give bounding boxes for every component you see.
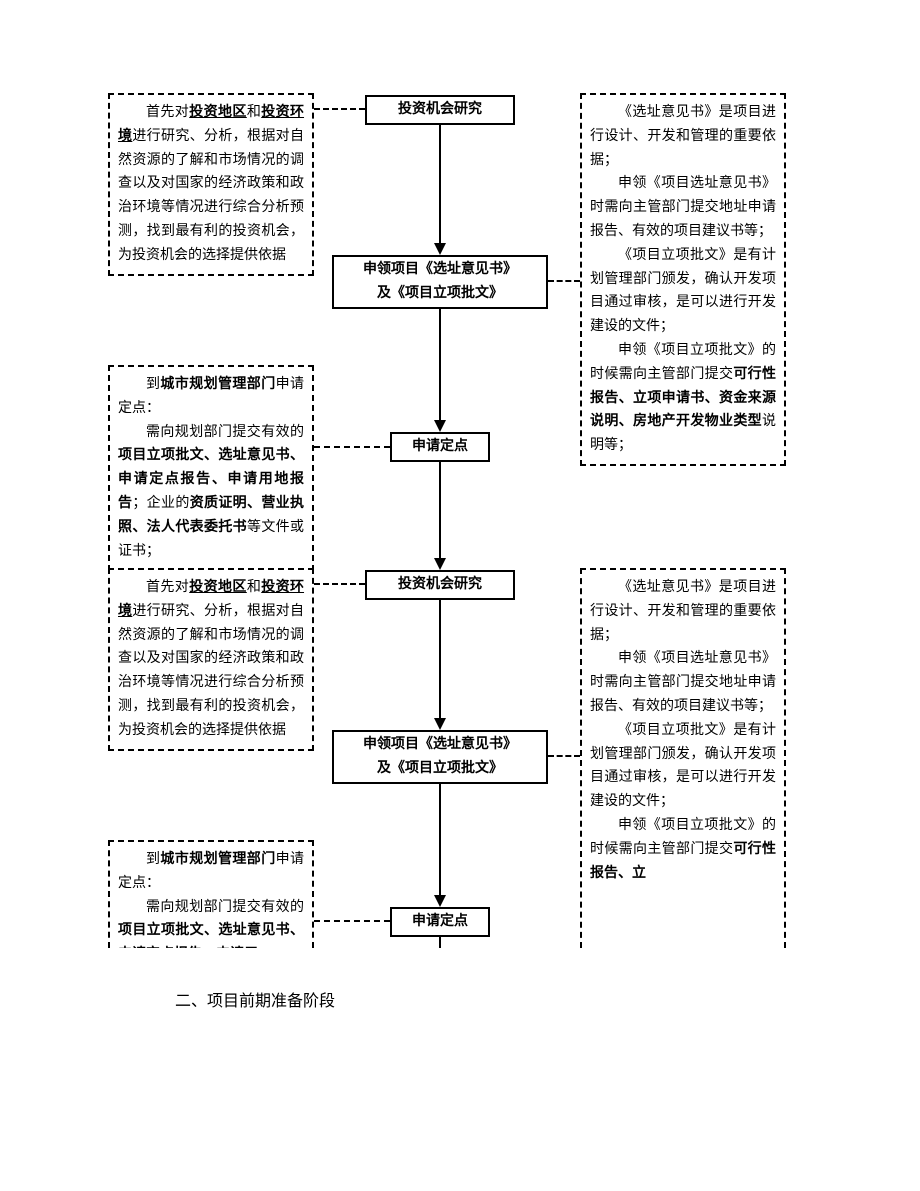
t: 项目立项批文、选址意见书、申请定点报告、申请用 [118,923,304,948]
arrow-5-6 [439,784,441,895]
arrow-head-3-4 [434,558,446,570]
arrow-head-5-6 [434,895,446,907]
t: 进行研究、分析，根据对自然资源的了解和市场情况的调查以及对国家的经济政策和政治环… [118,604,304,738]
t: 进行研究、分析，根据对自然资源的了解和市场情况的调查以及对国家的经济政策和政治环… [118,129,304,263]
t: 《选址意见书》是项目进行设计、开发和管理的重要依据； [590,576,776,647]
t: ；企业的 [132,496,189,511]
t: 首先对 [146,105,189,120]
t: 《项目立项批文》是有计划管理部门颁发，确认开发项目通过审核，是可以进行开发建设的… [590,244,776,339]
section-caption: 二、项目前期准备阶段 [175,988,335,1015]
t: 首先对 [146,580,189,595]
sidebox-left-4: 到城市规划管理部门申请定点： 需向规划部门提交有效的项目立项批文、选址意见书、申… [108,840,314,948]
dash-s1-n1 [314,108,365,110]
arrow-head-4-5 [434,718,446,730]
arrow-head-1-2 [434,243,446,255]
t: 到 [146,377,160,392]
sidebox-left-3: 首先对投资地区和投资环境进行研究、分析，根据对自然资源的了解和市场情况的调查以及… [108,568,314,751]
dash-n5-r2 [548,755,580,757]
dash-s2-n3 [314,446,390,448]
t: 需向规划部门提交有效的 [146,425,304,440]
t: 和 [247,105,261,120]
dash-n2-r1 [548,280,580,282]
arrow-6-out [439,937,441,948]
dash-s3-n4 [314,583,365,585]
arrow-4-5 [439,600,441,718]
flow-node-2: 申领项目《选址意见书》 及《项目立项批文》 [332,255,548,309]
sidebox-right-1: 《选址意见书》是项目进行设计、开发和管理的重要依据； 申领《项目选址意见书》时需… [580,93,786,466]
flow-node-6: 申请定点 [390,907,490,937]
t: 城市规划管理部门 [160,852,275,867]
t: 到 [146,852,160,867]
flow-node-1: 投资机会研究 [365,95,515,125]
t: 投资地区 [189,580,247,595]
flow-node-5: 申领项目《选址意见书》 及《项目立项批文》 [332,730,548,784]
t: 和 [247,580,261,595]
flow-node-3: 申请定点 [390,432,490,462]
t: 投资地区 [189,105,247,120]
dash-s4-n6 [314,920,390,922]
t: 需向规划部门提交有效的 [146,900,304,915]
t: 《选址意见书》是项目进行设计、开发和管理的重要依据； [590,101,776,172]
arrow-2-3 [439,309,441,420]
arrow-head-2-3 [434,420,446,432]
flow-node-4: 投资机会研究 [365,570,515,600]
sidebox-left-2: 到城市规划管理部门申请定点： 需向规划部门提交有效的项目立项批文、选址意见书、申… [108,365,314,571]
t: 城市规划管理部门 [160,377,275,392]
sidebox-left-1: 首先对投资地区和投资环境进行研究、分析，根据对自然资源的了解和市场情况的调查以及… [108,93,314,276]
t: 申领《项目选址意见书》时需向主管部门提交地址申请报告、有效的项目建议书等； [590,172,776,243]
t: 《项目立项批文》是有计划管理部门颁发，确认开发项目通过审核，是可以进行开发建设的… [590,719,776,814]
arrow-1-2 [439,125,441,243]
sidebox-right-2: 《选址意见书》是项目进行设计、开发和管理的重要依据； 申领《项目选址意见书》时需… [580,568,786,948]
t: 申领《项目选址意见书》时需向主管部门提交地址申请报告、有效的项目建议书等； [590,647,776,718]
arrow-3-4 [439,462,441,558]
